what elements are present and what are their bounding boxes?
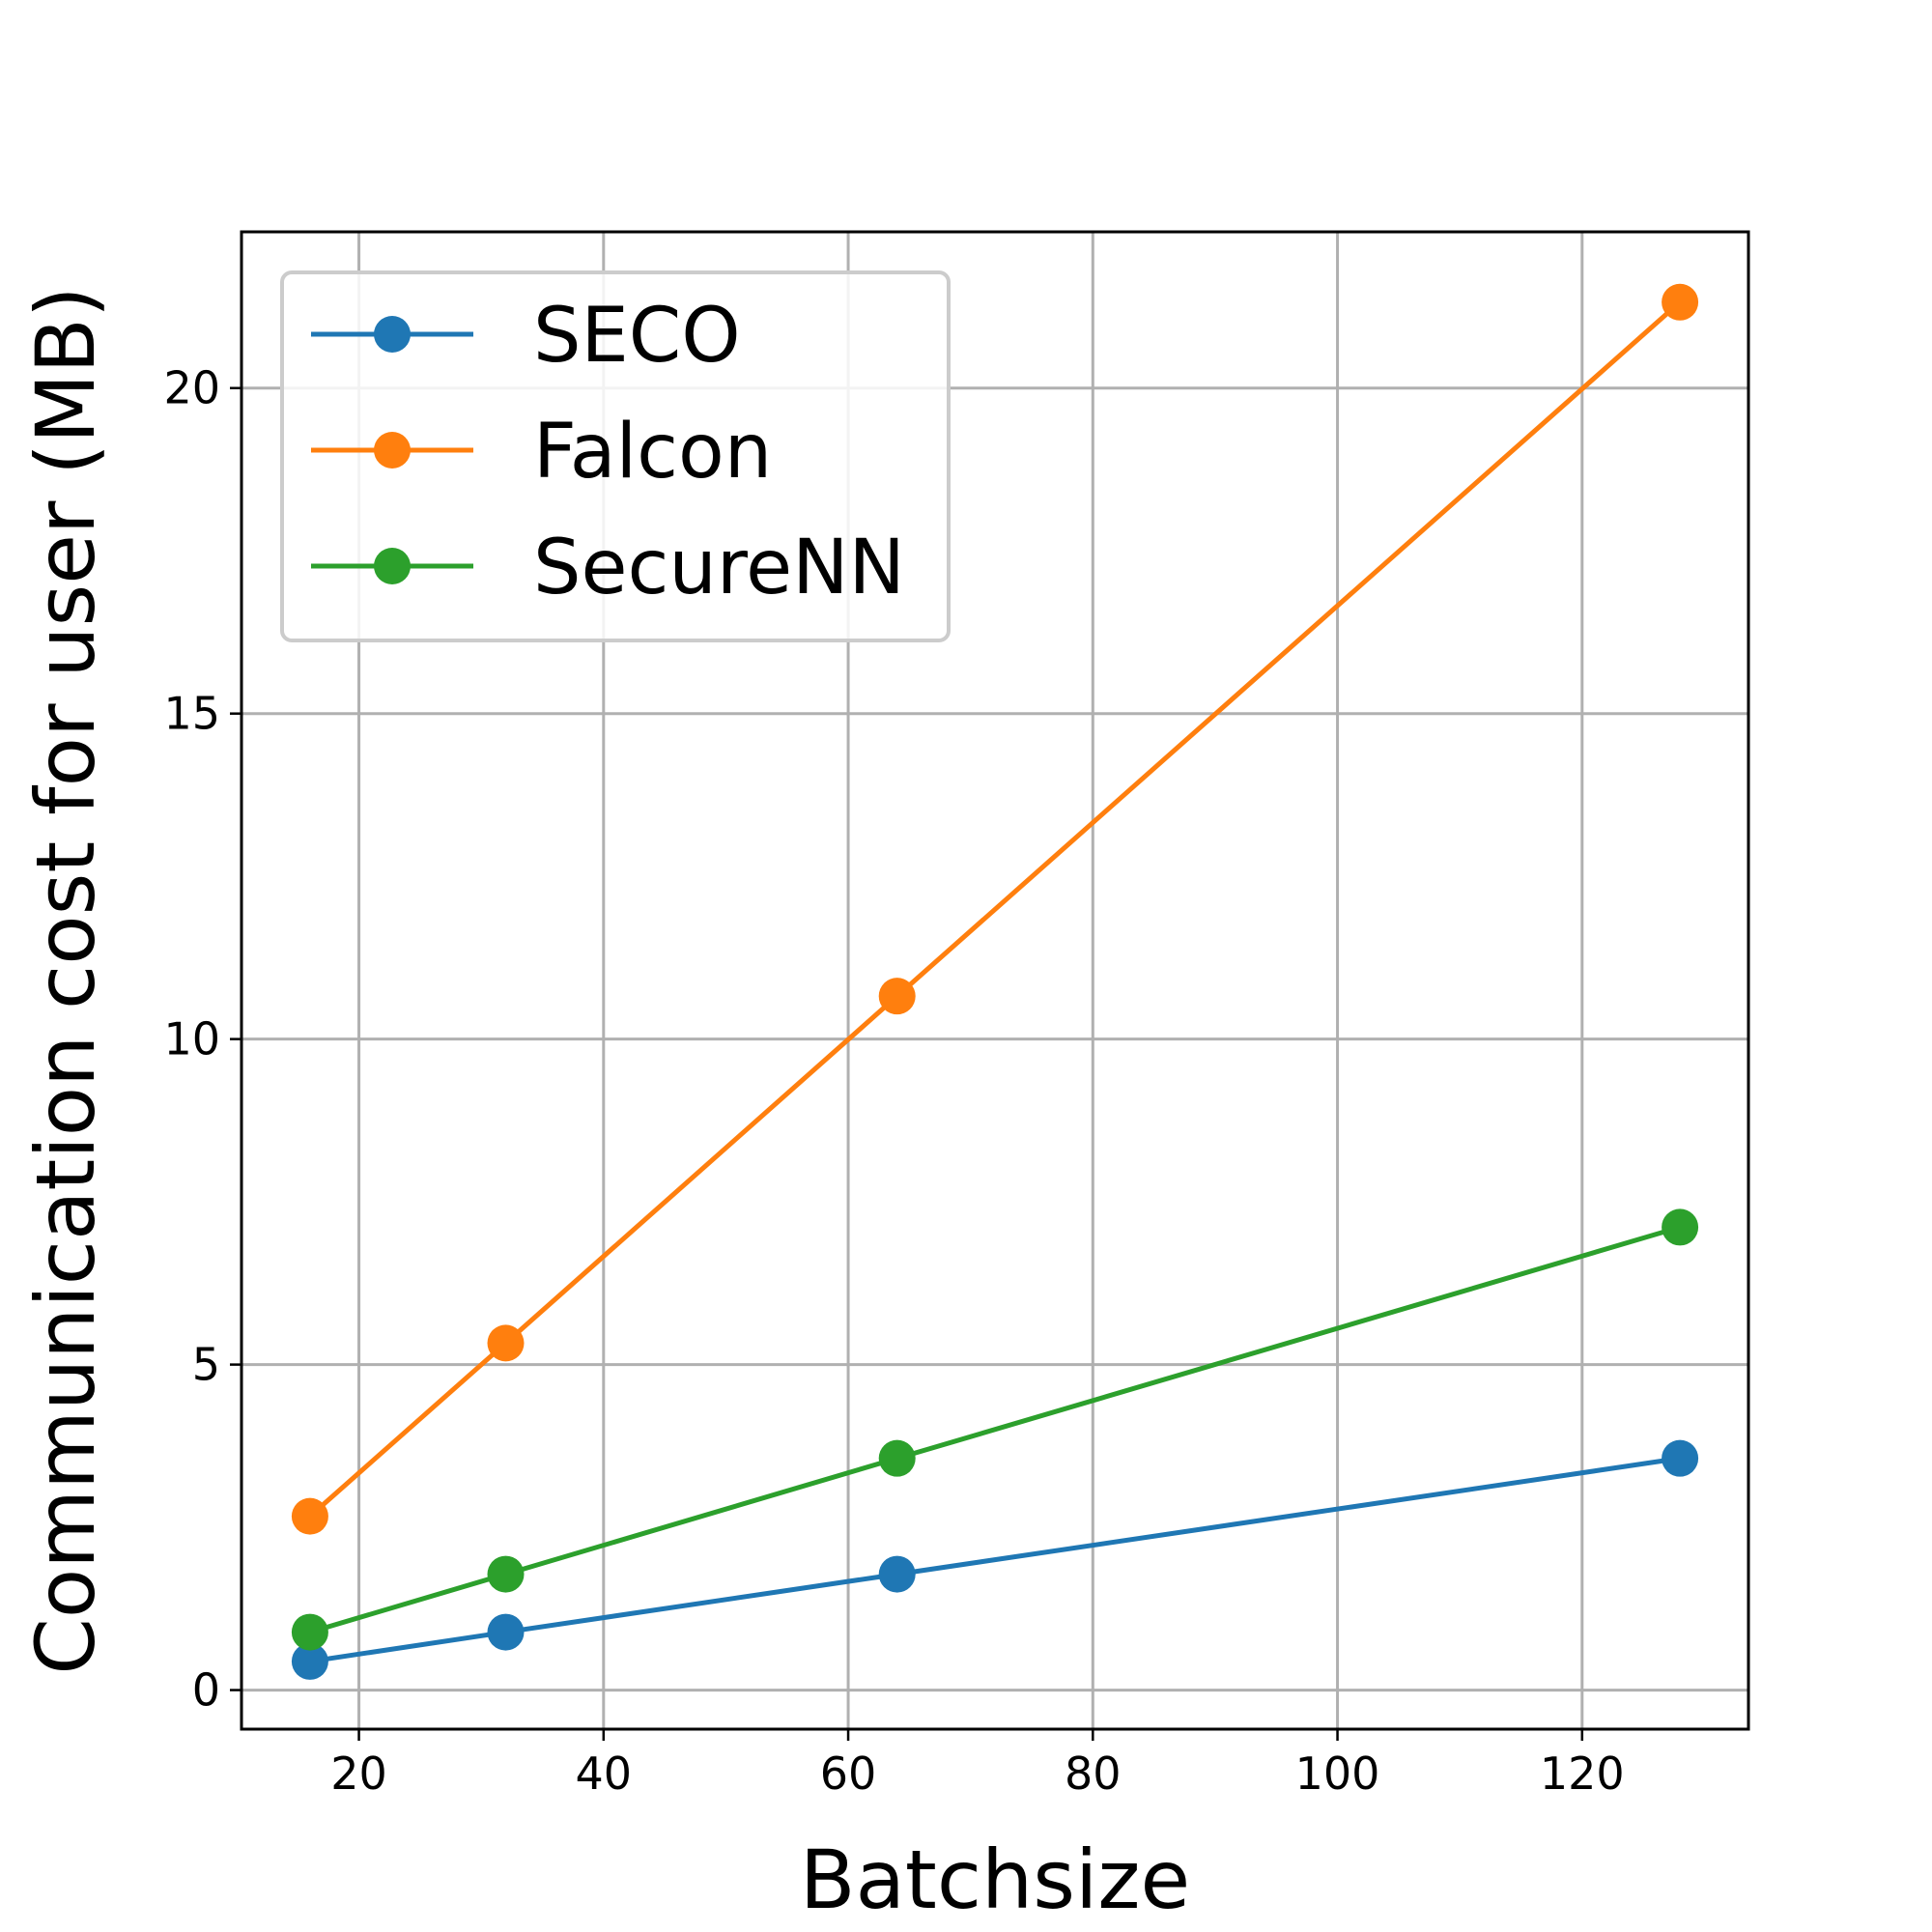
- legend-marker-falcon: [374, 432, 411, 469]
- data-point-seco: [1662, 1439, 1699, 1477]
- y-tick-label: 20: [163, 362, 220, 414]
- data-point-falcon: [1662, 283, 1699, 321]
- x-tick-label: 80: [1065, 1747, 1122, 1800]
- x-tick-label: 100: [1295, 1747, 1380, 1800]
- data-point-securenn: [1662, 1208, 1699, 1246]
- y-tick-label: 10: [163, 1013, 220, 1065]
- data-point-seco: [487, 1613, 525, 1651]
- x-tick-label: 40: [576, 1747, 633, 1800]
- x-tick-label: 20: [330, 1747, 387, 1800]
- y-tick-label: 15: [163, 688, 220, 740]
- series-layer: [291, 283, 1699, 1680]
- series-line-securenn: [309, 1225, 1681, 1634]
- legend-marker-securenn: [374, 548, 411, 584]
- legend: SECO Falcon SecureNN: [280, 270, 951, 642]
- series-line-falcon: [308, 299, 1682, 1519]
- data-point-seco: [878, 1555, 916, 1593]
- x-axis-label: Batchsize: [800, 1833, 1190, 1927]
- y-axis-label: Communication cost for user (MB): [18, 286, 113, 1675]
- series-line-seco: [309, 1456, 1681, 1664]
- legend-label-securenn: SecureNN: [533, 525, 905, 611]
- legend-marker-seco: [374, 316, 411, 353]
- data-point-falcon: [487, 1324, 525, 1362]
- data-point-securenn: [878, 1439, 916, 1477]
- data-point-securenn: [487, 1555, 525, 1593]
- ticks: 20 40 60 80 100 120 0 5 10 15 20: [163, 362, 1624, 1800]
- data-point-falcon: [878, 978, 916, 1015]
- legend-label-seco: SECO: [533, 293, 741, 380]
- data-point-falcon: [291, 1497, 328, 1535]
- plot-frame: [240, 230, 1750, 1731]
- legend-box: [280, 270, 951, 642]
- x-tick-label: 60: [820, 1747, 877, 1800]
- y-tick-label: 5: [192, 1339, 220, 1391]
- x-tick-label: 120: [1540, 1747, 1625, 1800]
- legend-label-falcon: Falcon: [533, 409, 772, 496]
- data-point-seco: [291, 1642, 328, 1680]
- y-tick-label: 0: [192, 1664, 220, 1717]
- data-point-securenn: [291, 1613, 328, 1651]
